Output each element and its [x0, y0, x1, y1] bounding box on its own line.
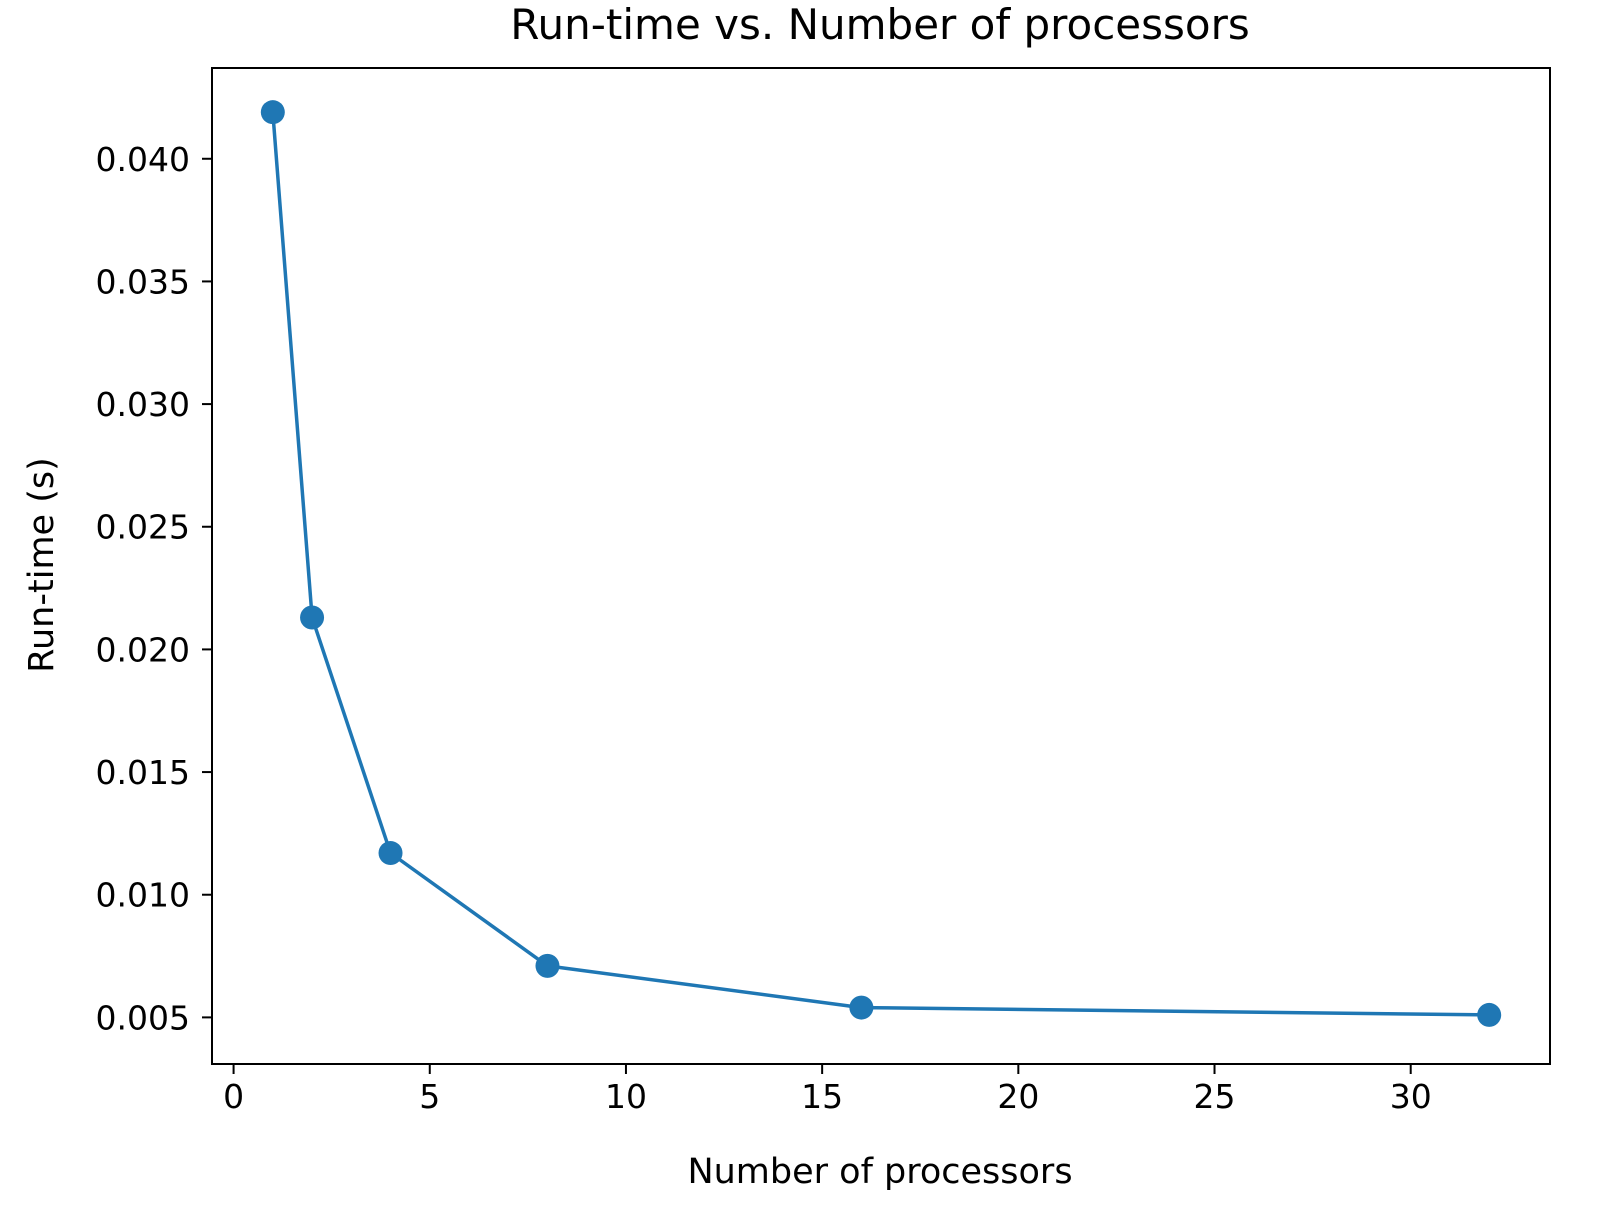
plot-frame: [211, 67, 1551, 1065]
y-axis-label: Run-time (s): [22, 457, 62, 673]
data-point: [300, 605, 325, 630]
plot-area: [211, 67, 1551, 1065]
x-tick-label: 25: [1194, 1077, 1236, 1116]
y-tick-label: 0.010: [96, 876, 190, 915]
x-axis-label: Number of processors: [687, 1152, 1072, 1192]
y-tick-label: 0.040: [96, 140, 190, 179]
series-1: [260, 100, 1502, 1027]
y-tick-label: 0.025: [96, 508, 190, 547]
data-point: [849, 995, 874, 1020]
chart-title: Run-time vs. Number of processors: [510, 0, 1250, 49]
y-tick-label: 0.035: [96, 262, 190, 301]
data-point: [1477, 1002, 1502, 1027]
y-tick-label: 0.015: [96, 753, 190, 792]
x-tick-label: 10: [605, 1077, 647, 1116]
data-point: [260, 100, 285, 125]
y-tick-label: 0.030: [96, 385, 190, 424]
data-point: [535, 953, 560, 978]
x-tick-label: 5: [419, 1077, 440, 1116]
x-axis: 0 5 10 15 20 25 30: [223, 1064, 1432, 1116]
data-point: [378, 841, 403, 866]
x-tick-label: 20: [997, 1077, 1039, 1116]
x-tick-label: 30: [1390, 1077, 1432, 1116]
y-tick-label: 0.020: [96, 630, 190, 669]
x-tick-label: 0: [223, 1077, 244, 1116]
y-tick-label: 0.005: [96, 998, 190, 1037]
y-axis: 0.005 0.010 0.015 0.020 0.025 0.030 0.035 0.040: [96, 140, 212, 1037]
x-tick-label: 15: [801, 1077, 843, 1116]
series-line: [271, 112, 1490, 1017]
